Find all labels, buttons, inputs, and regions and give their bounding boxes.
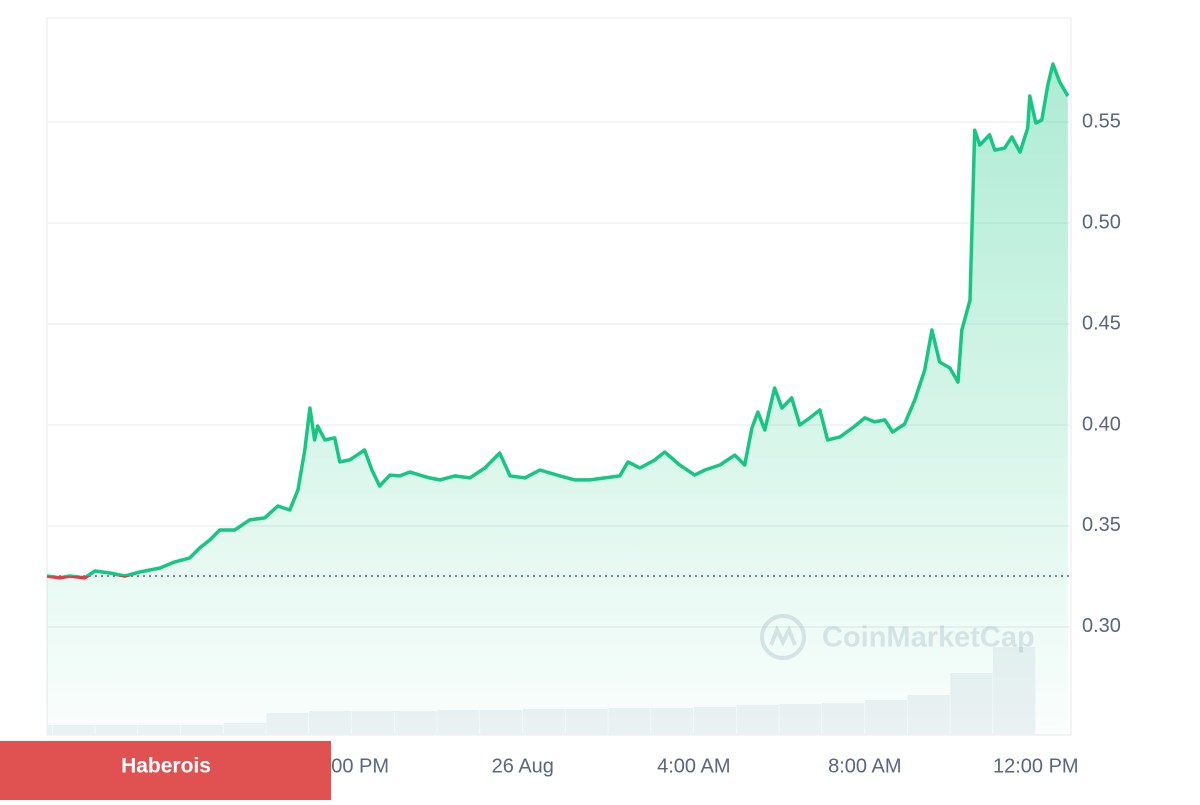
x-tick-label: 8:00 PM — [315, 755, 389, 777]
banner — [0, 741, 331, 800]
y-tick-label: 0.50 — [1082, 211, 1121, 233]
y-tick-label: 0.35 — [1082, 514, 1121, 536]
y-tick-label: 0.45 — [1082, 312, 1121, 334]
x-tick-label: 26 Aug — [492, 755, 554, 777]
x-tick-label: 8:00 AM — [828, 755, 901, 777]
y-tick-label: 0.30 — [1082, 615, 1121, 637]
y-tick-label: 0.40 — [1082, 413, 1121, 435]
x-tick-label: 4:00 AM — [657, 755, 730, 777]
price-line — [46, 62, 1070, 580]
price-area — [47, 64, 1068, 735]
banner-text: Haberois — [121, 755, 211, 778]
x-tick-label: 12:00 PM — [993, 755, 1079, 777]
y-tick-label: 0.55 — [1082, 110, 1121, 132]
